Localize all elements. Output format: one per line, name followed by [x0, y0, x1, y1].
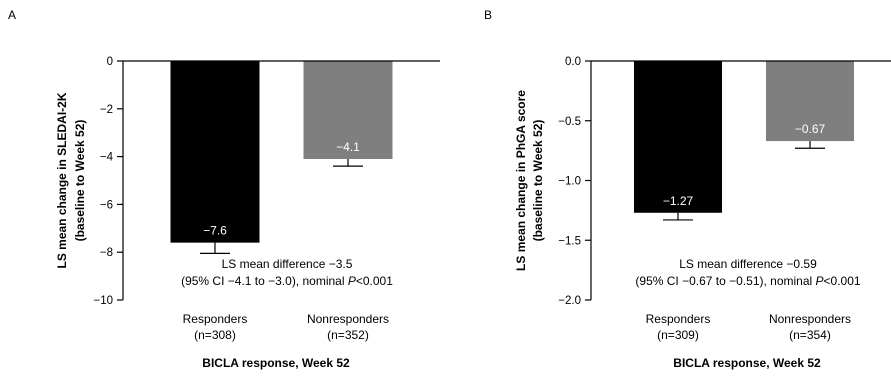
category-n-b-1: (n=309): [657, 328, 699, 342]
panel-label-a: A: [8, 8, 16, 22]
annotation-line1-b: LS mean difference −0.59: [679, 257, 817, 271]
category-label-b-2: Nonresponders: [769, 312, 851, 326]
y-tick-label-b: −1.5: [558, 235, 581, 247]
bar-b-1: [634, 61, 722, 213]
y-tick-label-a: −6: [100, 199, 113, 211]
y-axis-label-a: LS mean change in SLEDAI-2K: [55, 92, 69, 268]
bar-a-1: [170, 61, 260, 243]
annotation-line2-b: (95% CI −0.67 to −0.51), nominal P<0.001: [635, 274, 860, 288]
annotation-line2-a: (95% CI −4.1 to −3.0), nominal P<0.001: [181, 274, 393, 288]
bar-a-2: [303, 61, 393, 159]
y-tick-label-a: −8: [100, 247, 113, 259]
value-label-b-2: −0.67: [795, 122, 826, 136]
y-tick-label-a: 0: [107, 56, 113, 68]
y-axis-label-b: LS mean change in PhGA score: [514, 90, 528, 271]
y-tick-label-a: −4: [100, 152, 114, 164]
y-tick-label-a: −2: [100, 104, 113, 116]
y-tick-label-a: −10: [93, 295, 113, 307]
value-label-b-1: −1.27: [663, 194, 694, 208]
x-axis-label-b: BICLA response, Week 52: [673, 356, 821, 370]
x-axis-label-a: BICLA response, Week 52: [202, 356, 350, 370]
annotation-ci-b: (95% CI −0.67 to −0.51), nominal: [635, 274, 815, 288]
annotation-p-b: P: [816, 274, 824, 288]
category-label-b-1: Responders: [646, 312, 711, 326]
category-n-a-1: (n=308): [194, 328, 236, 342]
y-tick-label-b: 0.0: [565, 56, 581, 68]
y-tick-label-b: −1.0: [558, 176, 581, 188]
y-axis-label-sub-b: (baseline to Week 52): [531, 120, 545, 242]
category-n-a-2: (n=352): [327, 328, 369, 342]
category-n-b-2: (n=354): [789, 328, 831, 342]
category-label-a-1: Responders: [183, 312, 248, 326]
annotation-p-value-a: <0.001: [356, 274, 393, 288]
annotation-p-value-b: <0.001: [824, 274, 861, 288]
y-tick-label-b: −2.0: [558, 295, 581, 307]
y-tick-label-b: −0.5: [558, 116, 581, 128]
panel-label-b: B: [484, 8, 492, 22]
annotation-ci-a: (95% CI −4.1 to −3.0), nominal: [181, 274, 348, 288]
annotation-line1-a: LS mean difference −3.5: [222, 257, 353, 271]
bar-b-2: [766, 61, 854, 142]
y-axis-label-sub-a: (baseline to Week 52): [73, 120, 87, 242]
category-label-a-2: Nonresponders: [307, 312, 389, 326]
value-label-a-1: −7.6: [203, 224, 227, 238]
value-label-a-2: −4.1: [336, 140, 360, 154]
annotation-p-a: P: [348, 274, 356, 288]
